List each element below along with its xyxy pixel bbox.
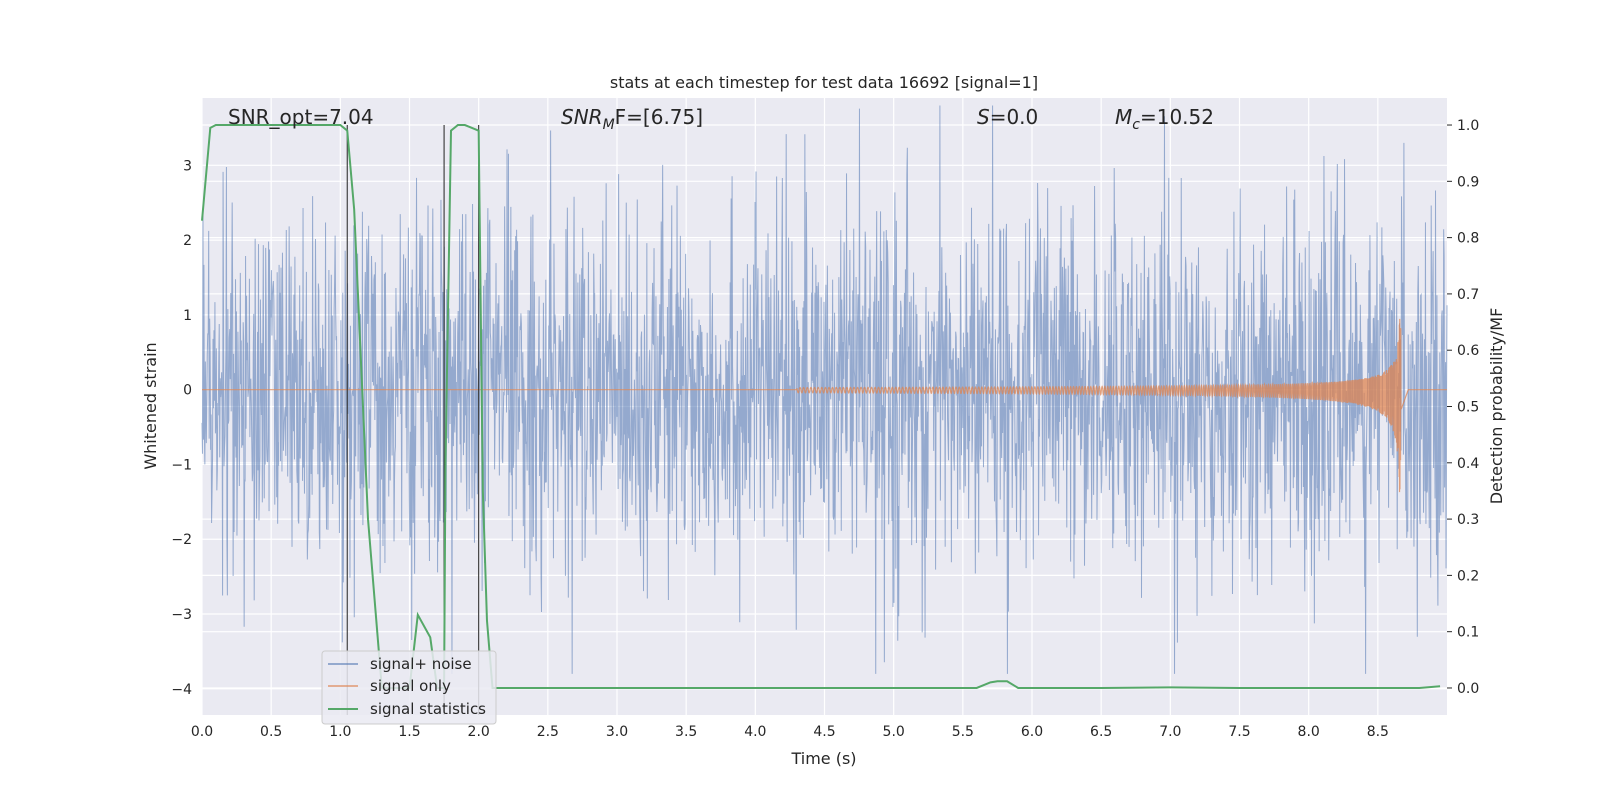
line-signal-statistics: [201, 124, 1441, 689]
y-right-tick-label: 0.5: [1457, 400, 1479, 416]
mc-var: M: [1115, 105, 1132, 129]
y-right-tick-label: 0.9: [1457, 174, 1479, 190]
legend-box: [321, 650, 497, 725]
x-tick-label: 4.5: [813, 724, 835, 740]
y-tick-label: −3: [171, 607, 192, 623]
annotations: SNR_opt=7.04 SNRMF=[6.75] S=0.0 Mc=10.52: [228, 105, 1214, 133]
line-signal-only: [202, 318, 1447, 493]
legend: signal+ noise signal only signal statist…: [321, 650, 497, 725]
annotation-mc: Mc=10.52: [1115, 105, 1214, 133]
y-right-tick-label: 0.8: [1457, 231, 1479, 247]
y-axis-label: Whitened strain: [141, 342, 160, 469]
y-right-tick-label: 0.2: [1457, 568, 1479, 584]
s-val: =0.0: [990, 105, 1039, 129]
y-tick-label: 1: [183, 308, 192, 324]
y-right-tick-label: 0.7: [1457, 287, 1479, 303]
mc-val: =10.52: [1140, 105, 1214, 129]
x-tick-label: 6.0: [1021, 724, 1043, 740]
x-tick-label: 2.5: [537, 724, 559, 740]
series-signal-noise: [201, 105, 1448, 674]
series-signal-statistics: [201, 124, 1441, 689]
legend-label-stats: signal statistics: [370, 700, 486, 718]
chart-title: stats at each timestep for test data 166…: [610, 73, 1038, 92]
y-tick-label: −2: [171, 532, 192, 548]
annotation-snr-opt: SNR_opt=7.04: [228, 105, 374, 129]
x-tick-label: 3.0: [606, 724, 628, 740]
legend-label-noise: signal+ noise: [370, 655, 472, 673]
x-tick-label: 7.0: [1159, 724, 1181, 740]
y-right-tick-label: 0.0: [1457, 681, 1479, 697]
x-axis-label: Time (s): [790, 749, 856, 768]
x-tick-label: 4.0: [744, 724, 766, 740]
x-tick-label: 5.5: [952, 724, 974, 740]
x-tick-label: 3.5: [675, 724, 697, 740]
y-right-tick-label: 1.0: [1457, 118, 1479, 134]
y-tick-label: 2: [183, 233, 192, 249]
y-right-tick-label: 0.1: [1457, 625, 1479, 641]
y-right-tick-label: 0.6: [1457, 343, 1479, 359]
y-tick-label: −1: [171, 457, 192, 473]
y-tick-label: 0: [183, 383, 192, 399]
y-right-tick-label: 0.3: [1457, 512, 1479, 528]
y-right-axis-ticks: 1.0 0.9 0.8 0.7 0.6 0.5 0.4 0.3 0.2 0.1 0.0: [1447, 118, 1479, 697]
x-tick-label: 2.0: [468, 724, 490, 740]
y-tick-label: 3: [183, 158, 192, 174]
mc-sub: c: [1132, 117, 1140, 133]
x-tick-label: 0.0: [191, 724, 213, 740]
series-signal-only: [202, 318, 1447, 493]
x-tick-label: 5.0: [883, 724, 905, 740]
line-signal-noise: [201, 105, 1448, 674]
x-tick-label: 1.5: [398, 724, 420, 740]
x-tick-label: 1.0: [329, 724, 351, 740]
x-tick-label: 0.5: [260, 724, 282, 740]
y-axis-ticks: 3 2 1 0 −1 −2 −3 −4: [171, 158, 192, 698]
annotation-snr-mf: SNRMF=[6.75]: [561, 105, 703, 133]
y-right-axis-label: Detection probability/MF: [1487, 308, 1506, 505]
annotation-s: S=0.0: [977, 105, 1038, 129]
x-tick-label: 8.0: [1298, 724, 1320, 740]
snr-mf-sub: M: [603, 117, 615, 133]
snr-mf-rest: F=[6.75]: [615, 105, 703, 129]
x-tick-label: 6.5: [1090, 724, 1112, 740]
x-axis-ticks: 0.0 0.5 1.0 1.5 2.0 2.5 3.0 3.5 4.0 4.5 5.0 5.5 6.0 6…: [191, 724, 1389, 740]
snr-mf-base: SNR: [561, 105, 603, 129]
x-tick-label: 7.5: [1228, 724, 1250, 740]
legend-label-signal: signal only: [370, 677, 451, 695]
x-tick-label: 8.5: [1367, 724, 1389, 740]
y-tick-label: −4: [171, 682, 192, 698]
s-var: S: [977, 105, 990, 129]
y-right-tick-label: 0.4: [1457, 456, 1479, 472]
